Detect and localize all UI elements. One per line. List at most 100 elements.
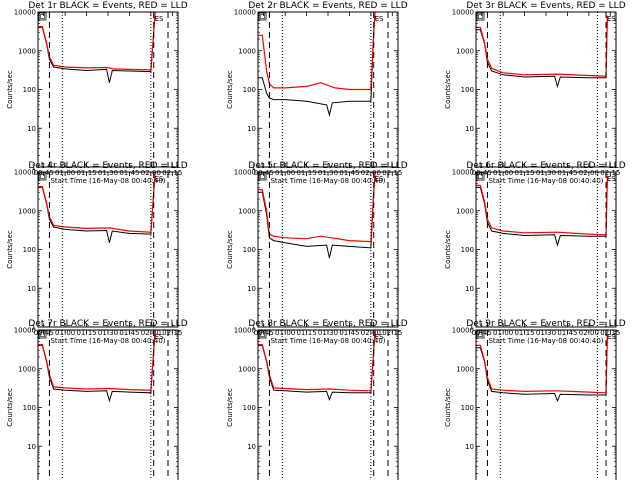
event-marker-label: S <box>379 333 384 341</box>
event-marker-label: S <box>159 175 164 183</box>
plot-frame <box>37 329 179 480</box>
y-tick-label: 100 <box>23 404 36 412</box>
lld-series-line <box>258 11 376 91</box>
y-tick-label: 1000 <box>456 47 474 55</box>
plot-frame <box>257 11 399 168</box>
plot-frame <box>257 329 399 480</box>
lld-series-line <box>258 329 376 392</box>
y-tick-label: 1 <box>32 164 36 172</box>
y-tick-label: 10000 <box>234 169 256 177</box>
y-axis-label: Counts/sec <box>444 230 452 269</box>
y-tick-label: 10000 <box>14 9 36 17</box>
y-tick-label: 10000 <box>234 9 256 17</box>
event-marker-label: E <box>155 15 159 23</box>
chart-panel: Det 8r BLACK = Events, RED = LLD ES 1 10 100… <box>226 319 408 480</box>
corner-box-marker <box>38 330 47 339</box>
y-tick-label: 10000 <box>452 9 474 17</box>
y-tick-label: 10 <box>27 125 36 133</box>
chart-title: Det 9r BLACK = Events, RED = LLD <box>466 319 625 329</box>
event-marker-label: S <box>611 175 616 183</box>
x-axis-label: Start Time (16-May-08 00:40:40) <box>488 337 603 345</box>
corner-box-marker <box>478 332 483 337</box>
plot-frame <box>475 11 617 168</box>
y-axis-label: Counts/sec <box>226 230 234 269</box>
y-tick-label: 100 <box>461 246 474 254</box>
y-tick-label: 10000 <box>234 327 256 335</box>
y-tick-label: 100 <box>243 86 256 94</box>
corner-box-marker <box>38 172 47 181</box>
y-tick-label: 1000 <box>238 207 256 215</box>
y-axis-label: Counts/sec <box>6 70 14 109</box>
event-marker-label: S <box>379 175 384 183</box>
plot-frame <box>475 171 617 328</box>
chart-title: Det 5r BLACK = Events, RED = LLD <box>248 161 407 171</box>
y-axis-label: Counts/sec <box>444 70 452 109</box>
y-tick-label: 100 <box>243 404 256 412</box>
corner-box-marker <box>258 12 267 21</box>
y-tick-label: 1000 <box>18 47 36 55</box>
event-marker-label: E <box>607 15 611 23</box>
lld-series-line <box>258 171 376 243</box>
lld-series-line <box>38 171 156 233</box>
corner-box-marker <box>40 174 45 179</box>
y-tick-label: 1000 <box>456 365 474 373</box>
y-tick-label: 100 <box>23 86 36 94</box>
chart-title: Det 6r BLACK = Events, RED = LLD <box>466 161 625 171</box>
y-tick-label: 10 <box>465 443 474 451</box>
event-marker-label: E <box>375 333 379 341</box>
lld-series-line <box>476 175 608 236</box>
y-tick-label: 1000 <box>238 47 256 55</box>
y-tick-label: 10000 <box>452 327 474 335</box>
corner-box-marker <box>476 330 485 339</box>
chart-title: Det 1r BLACK = Events, RED = LLD <box>28 1 187 11</box>
lld-series-line <box>38 11 156 71</box>
y-tick-label: 1000 <box>238 365 256 373</box>
y-tick-label: 10 <box>465 125 474 133</box>
event-marker-label: E <box>155 333 159 341</box>
y-axis-label: Counts/sec <box>226 70 234 109</box>
y-axis-label: Counts/sec <box>444 388 452 427</box>
corner-box-marker <box>260 14 265 19</box>
y-tick-label: 1 <box>470 324 474 332</box>
chart-title: Det 2r BLACK = Events, RED = LLD <box>248 1 407 11</box>
y-tick-label: 10000 <box>14 327 36 335</box>
y-tick-label: 1000 <box>18 207 36 215</box>
event-marker-label: E <box>607 175 611 183</box>
chart-panel: Det 7r BLACK = Events, RED = LLD ES 1 10 100… <box>6 319 188 480</box>
event-marker-label: E <box>155 175 159 183</box>
y-tick-label: 100 <box>461 86 474 94</box>
corner-box-marker <box>476 12 485 21</box>
x-axis-label: Start Time (16-May-08 00:40:40) <box>270 337 385 345</box>
x-axis-label: Start Time (16-May-08 00:40:40) <box>50 177 165 185</box>
chart-title: Det 4r BLACK = Events, RED = LLD <box>28 161 187 171</box>
y-tick-label: 1 <box>470 164 474 172</box>
chart-panel: Det 9r BLACK = Events, RED = LLD ES 1 10 100… <box>444 319 626 480</box>
corner-box-marker <box>40 14 45 19</box>
plot-frame <box>475 329 617 480</box>
corner-box-marker <box>40 332 45 337</box>
corner-box-marker <box>258 172 267 181</box>
y-tick-label: 10 <box>247 443 256 451</box>
y-tick-label: 10 <box>247 125 256 133</box>
y-tick-label: 1 <box>32 324 36 332</box>
corner-box-marker <box>478 14 483 19</box>
chart-title: Det 7r BLACK = Events, RED = LLD <box>28 319 187 329</box>
corner-box-marker <box>38 12 47 21</box>
y-tick-label: 10 <box>27 285 36 293</box>
event-marker-label: S <box>611 333 616 341</box>
corner-box-marker <box>478 174 483 179</box>
y-tick-label: 10 <box>465 285 474 293</box>
events-series-line <box>476 175 608 247</box>
events-series-line <box>38 11 156 83</box>
y-tick-label: 100 <box>23 246 36 254</box>
corner-box-marker <box>476 172 485 181</box>
y-tick-label: 10 <box>27 443 36 451</box>
y-axis-label: Counts/sec <box>6 230 14 269</box>
